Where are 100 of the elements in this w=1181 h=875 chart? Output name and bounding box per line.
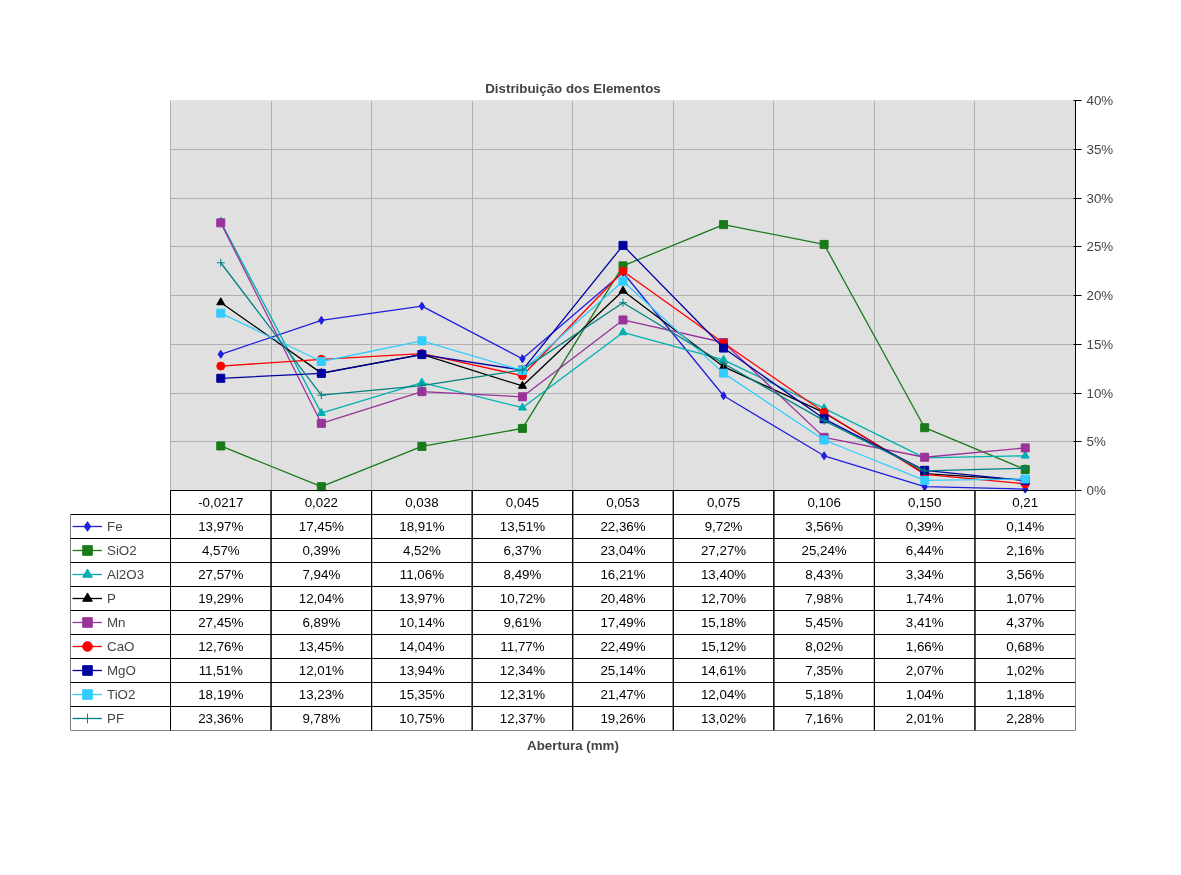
data-label: 6,37% [503,543,542,558]
data-label: 7,35% [805,663,844,678]
data-label: 1,66% [905,639,944,654]
data-label: 13,94% [399,663,445,678]
data-label: 25,14% [600,663,646,678]
data-label: 5,45% [805,615,844,630]
data-label: 12,31% [499,687,546,702]
data-label: 15,35% [399,687,445,702]
data-label: 12,37% [499,711,546,726]
legend-label: Mn [107,613,127,632]
legend-label: MgO [107,661,136,680]
data-label: 19,26% [600,711,646,726]
x-tick-label: 0,106 [807,495,841,510]
y-tick-label: 35% [1086,141,1114,157]
data-label: 21,47% [600,687,646,702]
x-tick-label: 0,21 [1012,495,1039,510]
legend-label: PF [107,709,126,728]
data-label: 23,36% [198,711,244,726]
data-label: 15,12% [700,639,747,654]
data-label: 13,97% [198,519,244,534]
y-tick-label: 40% [1086,93,1114,108]
data-label: 8,43% [805,567,844,582]
data-label: 12,70% [700,591,747,606]
y-tick-label: 10% [1086,385,1114,401]
data-label: 10,14% [399,615,445,630]
data-label: 2,01% [905,711,944,726]
data-label: 1,18% [1006,687,1045,702]
data-label: 13,45% [298,639,345,654]
data-label: 3,56% [1006,567,1045,582]
data-label: 13,02% [700,711,747,726]
legend-label: CaO [107,637,135,656]
legend-label: Fe [107,517,124,536]
data-label: 10,75% [399,711,445,726]
data-label: 9,72% [704,519,743,534]
x-tick-label: -0,0217 [198,495,244,510]
data-label: 0,39% [905,519,944,534]
data-label: 8,49% [503,567,542,582]
x-tick-label: 0,053 [606,495,640,510]
legend-label: SiO2 [107,541,137,560]
y-tick-label: 5% [1086,434,1106,450]
x-tick-label: 0,038 [405,495,439,510]
data-label: 14,61% [700,663,747,678]
data-label: 23,04% [600,543,646,558]
data-label: 16,21% [600,567,646,582]
data-label: 6,89% [302,615,341,630]
y-tick-label: 20% [1086,288,1114,303]
y-tick-label: 30% [1086,190,1114,206]
data-label: 10,72% [499,591,546,606]
y-tick-label: 15% [1086,336,1114,352]
data-label: 8,02% [805,639,844,654]
data-label: 9,78% [302,711,341,726]
data-label: 7,94% [302,567,341,582]
data-label: 27,27% [700,543,747,558]
y-tick-label: 25% [1086,239,1114,255]
data-label: 18,19% [198,687,244,702]
data-label: 12,04% [298,591,345,606]
legend-label: Al2O3 [107,565,145,584]
data-label: 13,97% [399,591,445,606]
legend-label: TiO2 [107,685,136,704]
data-label: 19,29% [198,591,244,606]
data-label: 18,91% [399,519,445,534]
data-label: 13,23% [298,687,345,702]
data-label: 22,36% [600,519,646,534]
data-label: 4,57% [201,543,240,558]
data-label: 13,40% [700,567,747,582]
data-label: 4,37% [1006,615,1045,630]
x-tick-label: 0,045 [505,495,540,510]
data-label: 1,07% [1006,591,1045,606]
data-label: 4,52% [402,543,441,558]
data-label: 12,01% [298,663,345,678]
data-label: 15,18% [700,615,747,630]
data-label: 17,49% [600,615,646,630]
data-label: 3,41% [905,615,944,630]
data-label: 27,45% [198,615,244,630]
data-label: 22,49% [600,639,646,654]
data-label: 11,51% [198,663,244,678]
data-label: 3,34% [905,567,944,582]
data-label: 1,02% [1006,663,1045,678]
data-label: 1,04% [905,687,944,702]
data-label: 12,34% [499,663,546,678]
data-label: 11,77% [500,639,545,654]
data-label: 12,76% [198,639,244,654]
data-label: 20,48% [600,591,646,606]
data-label: 25,24% [801,543,847,558]
data-label: 27,57% [198,567,244,582]
data-label: 2,07% [905,663,944,678]
x-tick-label: 0,075 [706,495,741,510]
data-label: 0,39% [302,543,341,558]
data-label: 7,16% [805,711,844,726]
y-tick-label: 0% [1086,483,1106,498]
chart-title: Distribuição dos Elementos [485,80,661,96]
data-label: 12,04% [700,687,747,702]
text: Abertura (mm) [527,737,619,753]
data-label: 9,61% [503,615,542,630]
legend-label: P [107,589,117,608]
data-label: 5,18% [805,687,844,702]
x-tick-label: 0,022 [304,495,339,510]
x-tick-label: 0,150 [907,495,942,510]
data-label: 13,51% [499,519,546,534]
data-label: 14,04% [399,639,445,654]
